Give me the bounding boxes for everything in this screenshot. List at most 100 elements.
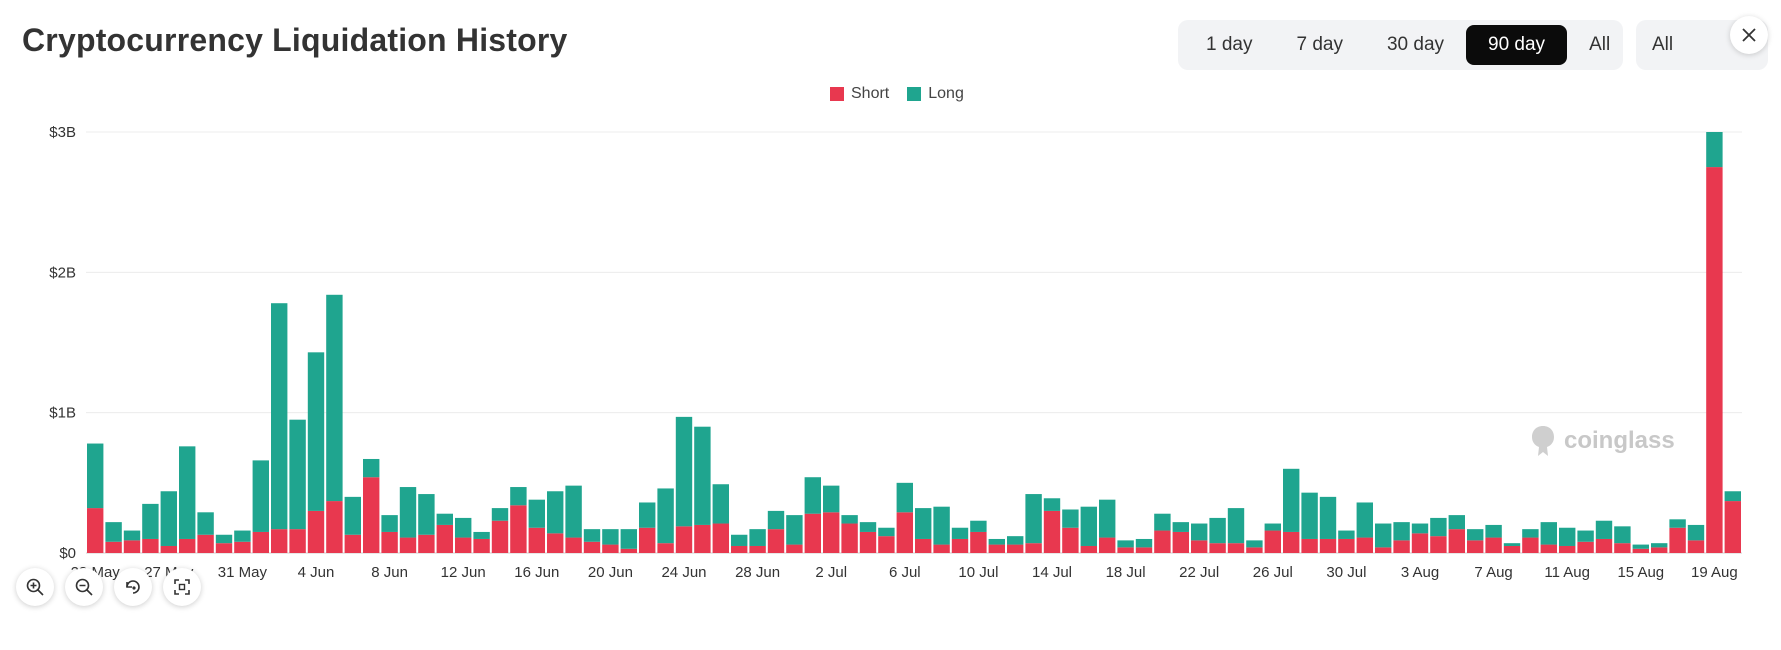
reset-zoom-button[interactable] bbox=[114, 568, 152, 606]
bar-short bbox=[694, 524, 711, 553]
bar-long bbox=[1522, 529, 1539, 538]
bar-short bbox=[1191, 540, 1208, 553]
bar-short bbox=[988, 544, 1005, 553]
x-tick-label: 16 Jun bbox=[514, 564, 559, 581]
bar-short bbox=[565, 537, 582, 553]
bar-long bbox=[363, 458, 380, 478]
bar-long bbox=[933, 506, 950, 545]
legend-item-short[interactable]: Short bbox=[830, 85, 889, 103]
bar-long bbox=[1319, 496, 1337, 539]
bar-long bbox=[1503, 543, 1521, 546]
bar-short bbox=[547, 533, 564, 553]
legend-label-short: Short bbox=[851, 85, 890, 102]
fullscreen-button[interactable] bbox=[163, 568, 201, 606]
bar-long bbox=[1411, 523, 1429, 534]
bar-long bbox=[1154, 513, 1171, 531]
bar-short bbox=[363, 477, 380, 553]
bar-short bbox=[1577, 541, 1594, 553]
bar-short bbox=[951, 538, 969, 553]
bar-short bbox=[1227, 543, 1245, 553]
bar-short bbox=[528, 527, 545, 553]
bar-long bbox=[1614, 526, 1631, 544]
bar-long bbox=[639, 502, 656, 528]
range-button-7-day[interactable]: 7 day bbox=[1296, 34, 1343, 55]
bar-short bbox=[712, 523, 729, 553]
bar-short bbox=[896, 512, 913, 553]
bar-short bbox=[1559, 545, 1576, 553]
bar-long bbox=[491, 508, 509, 521]
bar-long bbox=[1191, 523, 1208, 541]
page-title: Cryptocurrency Liquidation History bbox=[22, 22, 568, 58]
bar-long bbox=[1007, 536, 1024, 545]
bar-short bbox=[142, 538, 159, 553]
bar-short bbox=[1393, 540, 1410, 553]
bar-long bbox=[1246, 540, 1263, 548]
zoom-in-button[interactable] bbox=[16, 568, 54, 606]
bar-long bbox=[712, 484, 729, 524]
x-tick-label: 4 Jun bbox=[298, 564, 335, 581]
bar-short bbox=[1301, 538, 1318, 553]
bar-long bbox=[1283, 468, 1300, 532]
bar-long bbox=[436, 513, 453, 525]
bar-short bbox=[399, 537, 417, 553]
bar-short bbox=[1099, 537, 1116, 553]
bar-short bbox=[1614, 543, 1631, 553]
y-tick-label: $1B bbox=[49, 405, 76, 422]
short-swatch bbox=[830, 87, 844, 101]
watermark-text: coinglass bbox=[1564, 427, 1675, 454]
bar-long bbox=[473, 531, 490, 539]
legend-item-long[interactable]: Long bbox=[907, 85, 964, 103]
bar-short bbox=[160, 545, 177, 553]
bar-short bbox=[1540, 544, 1557, 553]
bar-long bbox=[1099, 499, 1116, 538]
bar-short bbox=[657, 543, 674, 553]
bar-short bbox=[859, 531, 877, 553]
bar-short bbox=[123, 540, 141, 553]
x-tick-label: 7 Aug bbox=[1474, 564, 1512, 581]
range-button-1-day[interactable]: 1 day bbox=[1206, 34, 1253, 55]
range-button-all[interactable]: All bbox=[1589, 34, 1611, 55]
bar-long bbox=[1485, 524, 1502, 538]
bar-long bbox=[1025, 494, 1042, 544]
bar-long bbox=[583, 529, 601, 542]
x-tick-label: 26 Jul bbox=[1253, 564, 1293, 581]
bar-long bbox=[1430, 517, 1447, 537]
bar-long bbox=[1264, 523, 1281, 531]
bar-long bbox=[1172, 522, 1189, 532]
time-range-selector: 1 day 7 day 30 day 90 day All bbox=[1178, 20, 1623, 70]
bar-short bbox=[1338, 538, 1355, 553]
x-tick-label: 31 May bbox=[218, 564, 268, 581]
bar-long bbox=[1393, 522, 1410, 541]
bar-long bbox=[344, 496, 361, 535]
bar-long bbox=[142, 503, 159, 539]
zoom-out-button[interactable] bbox=[65, 568, 103, 606]
bar-long bbox=[786, 515, 803, 545]
bar-long bbox=[1062, 509, 1079, 528]
x-tick-label: 8 Jun bbox=[371, 564, 408, 581]
bar-short bbox=[1283, 531, 1300, 553]
bar-long bbox=[160, 491, 177, 546]
range-button-30-day[interactable]: 30 day bbox=[1386, 34, 1445, 55]
bar-long bbox=[215, 534, 233, 544]
bar-long bbox=[1080, 506, 1097, 546]
bar-long bbox=[289, 419, 306, 530]
zoom-out-icon bbox=[75, 578, 93, 596]
bar-long bbox=[197, 512, 214, 535]
bar-long bbox=[1467, 529, 1484, 541]
bar-short bbox=[491, 520, 509, 553]
x-tick-label: 22 Jul bbox=[1179, 564, 1219, 581]
bar-short bbox=[1209, 543, 1226, 553]
range-button-90-day[interactable]: 90 day bbox=[1466, 25, 1568, 65]
bar-short bbox=[307, 510, 325, 553]
bar-long bbox=[1669, 519, 1686, 528]
bar-short bbox=[1411, 533, 1429, 553]
bar-short bbox=[841, 523, 858, 553]
bar-short bbox=[1172, 531, 1189, 553]
bar-short bbox=[289, 529, 306, 553]
close-button[interactable] bbox=[1730, 16, 1768, 54]
bar-long bbox=[1043, 498, 1061, 511]
bar-long bbox=[675, 416, 693, 527]
bar-short bbox=[823, 512, 840, 553]
bar-long bbox=[749, 529, 766, 546]
bar-short bbox=[1356, 537, 1373, 553]
